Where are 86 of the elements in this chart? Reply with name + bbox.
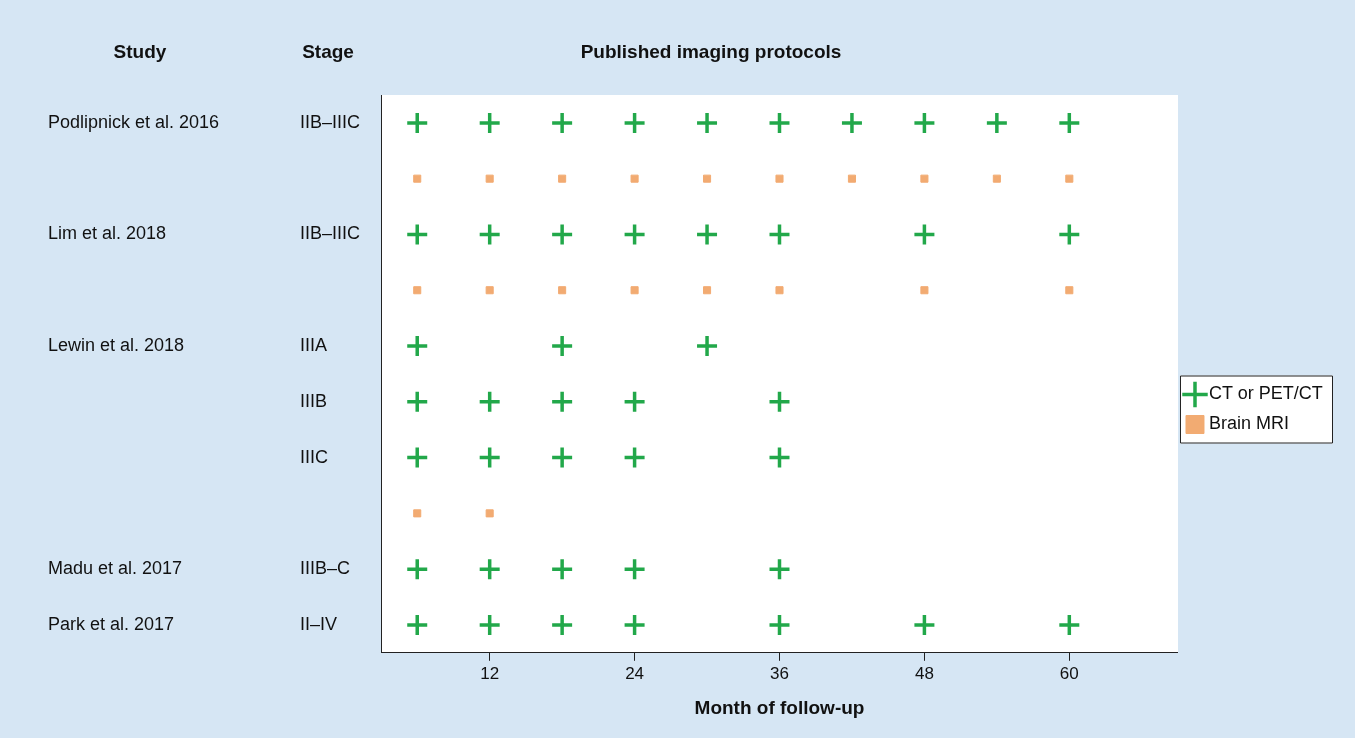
point — [405, 557, 429, 581]
x-tick-label: 36 — [770, 663, 789, 683]
point — [550, 557, 574, 581]
y-tick-label: IIIB–C — [300, 558, 351, 579]
point — [992, 174, 1001, 183]
point — [405, 222, 429, 247]
point — [485, 509, 494, 518]
x-tick-label: 24 — [625, 663, 645, 683]
point — [767, 222, 792, 247]
point — [550, 334, 574, 358]
text: Study — [113, 41, 167, 63]
point — [630, 286, 639, 295]
point — [622, 111, 647, 135]
point — [558, 174, 567, 183]
point — [703, 286, 712, 295]
point — [920, 174, 929, 183]
point — [477, 445, 502, 470]
point — [622, 222, 647, 247]
point — [550, 445, 574, 470]
point — [550, 613, 574, 637]
point — [550, 390, 574, 414]
point — [477, 222, 502, 247]
x-tick-label: 60 — [1059, 663, 1079, 683]
point — [1057, 613, 1082, 637]
point — [630, 174, 639, 183]
point — [413, 509, 422, 518]
x-tick-label: 48 — [914, 663, 934, 683]
point — [695, 111, 719, 135]
point — [775, 174, 784, 183]
text: Stage — [302, 41, 354, 63]
point — [767, 111, 792, 135]
point — [477, 111, 502, 135]
point — [622, 445, 647, 470]
y-tick-label: IIIC — [300, 446, 329, 467]
text: Madu et al. 2017 — [48, 558, 183, 579]
text: Lewin et al. 2018 — [48, 334, 185, 355]
point — [767, 390, 792, 414]
point — [405, 613, 429, 637]
point — [920, 286, 929, 295]
point — [405, 111, 429, 135]
point — [1065, 286, 1074, 295]
point — [405, 390, 429, 414]
point — [550, 111, 574, 135]
point — [413, 174, 422, 183]
point — [767, 613, 792, 637]
point — [622, 613, 647, 637]
text: Podlipnick et al. 2016 — [48, 111, 220, 132]
point — [985, 111, 1009, 135]
point — [558, 286, 567, 295]
x-tick-label: 12 — [480, 663, 500, 683]
point — [912, 111, 937, 135]
text: Lim et al. 2018 — [48, 223, 167, 244]
chart-title: Published imaging protocols — [580, 41, 842, 63]
point — [695, 334, 719, 358]
y-tick-label: IIB–IIIC — [300, 111, 361, 132]
point — [485, 174, 494, 183]
legend-label: CT or PET/CT — [1209, 383, 1323, 404]
point — [767, 445, 792, 470]
point — [477, 557, 502, 581]
point — [622, 390, 647, 414]
point — [550, 222, 574, 247]
point — [405, 445, 429, 470]
text: Park et al. 2017 — [48, 613, 175, 634]
y-tick-label: IIIB — [300, 390, 328, 411]
y-tick-label: II–IV — [300, 613, 338, 634]
legend-label: Brain MRI — [1209, 413, 1290, 434]
point — [847, 174, 856, 183]
point — [695, 222, 719, 247]
point — [1057, 222, 1082, 247]
point — [912, 613, 937, 637]
point — [703, 174, 712, 183]
point — [413, 286, 422, 295]
point — [1057, 111, 1082, 135]
point — [477, 613, 502, 637]
point — [767, 557, 792, 581]
point — [477, 390, 502, 414]
x-axis-title: Month of follow-up — [694, 696, 865, 718]
y-tick-label: IIIA — [300, 334, 328, 355]
point — [775, 286, 784, 295]
point — [840, 111, 864, 135]
point — [405, 334, 429, 358]
point — [485, 286, 494, 295]
point — [622, 557, 647, 581]
point — [1065, 174, 1074, 183]
y-tick-label: IIB–IIIC — [300, 223, 361, 244]
point — [912, 222, 937, 247]
